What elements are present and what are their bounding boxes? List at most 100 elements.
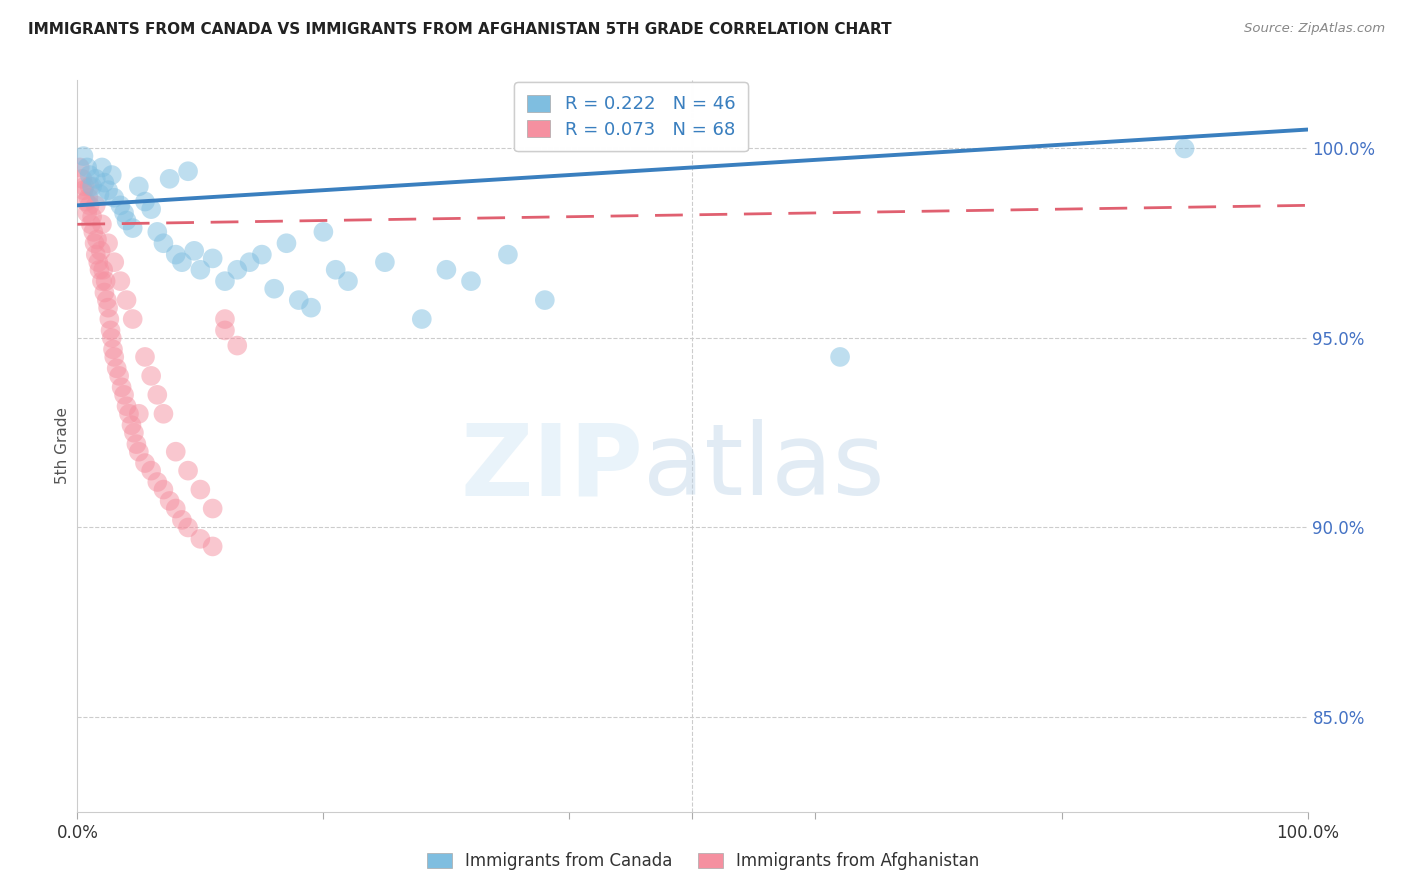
Point [115,399,138,413]
Point [90,244,112,258]
Point [105,361,128,376]
Point [214,323,236,337]
Point [201,540,224,554]
Point [411,312,433,326]
Point [128,407,150,421]
Point [110,274,132,288]
Point [134,456,156,470]
Point [103,255,125,269]
Point [103,191,125,205]
Point [436,262,458,277]
Point [177,520,200,534]
Point [374,255,396,269]
Point [460,274,482,288]
Point [141,202,163,216]
Point [82,210,104,224]
Point [96,293,118,307]
Point [115,293,138,307]
Point [89,186,111,201]
Point [83,236,105,251]
Point [79,168,101,182]
Point [121,221,143,235]
Point [276,236,298,251]
Point [170,255,193,269]
Point [152,483,174,497]
Point [263,282,285,296]
Point [76,161,98,175]
Point [239,255,262,269]
Point [111,380,132,394]
Point [86,232,108,246]
Point [226,338,249,352]
Point [90,217,114,231]
Point [165,247,187,261]
Point [159,494,181,508]
Point [115,213,138,227]
Point [141,464,163,478]
Point [337,274,360,288]
Point [128,444,150,458]
Point [188,262,212,277]
Legend: Immigrants from Canada, Immigrants from Afghanistan: Immigrants from Canada, Immigrants from … [420,846,986,877]
Point [100,323,122,337]
Point [69,161,91,175]
Point [91,262,114,277]
Point [82,179,104,194]
Point [134,350,156,364]
Point [112,206,135,220]
Point [201,252,224,266]
Point [183,244,205,258]
Point [177,164,200,178]
Point [97,183,120,197]
Point [90,161,114,175]
Point [77,191,100,205]
Point [159,171,181,186]
Point [110,198,132,212]
Point [84,171,107,186]
Point [177,464,200,478]
Point [146,388,169,402]
Point [103,350,125,364]
Point [80,217,103,231]
Point [134,194,156,209]
Point [76,206,98,220]
Point [98,312,121,326]
Point [288,293,311,307]
Point [121,312,143,326]
Point [97,236,120,251]
Point [94,274,117,288]
Point [118,407,141,421]
Point [101,343,124,357]
Point [108,368,131,383]
Point [125,437,148,451]
Text: IMMIGRANTS FROM CANADA VS IMMIGRANTS FROM AFGHANISTAN 5TH GRADE CORRELATION CHAR: IMMIGRANTS FROM CANADA VS IMMIGRANTS FRO… [28,22,891,37]
Point [188,532,212,546]
Y-axis label: 5th Grade: 5th Grade [55,408,70,484]
Point [170,513,193,527]
Point [122,425,145,440]
Point [84,198,107,212]
Point [73,179,96,194]
Point [128,179,150,194]
Text: atlas: atlas [644,419,884,516]
Point [214,312,236,326]
Point [152,407,174,421]
Point [250,247,273,261]
Point [141,368,163,383]
Point [165,501,187,516]
Point [75,194,97,209]
Text: ZIP: ZIP [460,419,644,516]
Point [121,418,143,433]
Point [146,225,169,239]
Point [87,255,110,269]
Point [72,149,94,163]
Point [1174,141,1197,155]
Point [93,285,115,300]
Point [201,501,224,516]
Point [152,236,174,251]
Point [496,247,519,261]
Point [93,176,115,190]
Text: Source: ZipAtlas.com: Source: ZipAtlas.com [1244,22,1385,36]
Point [226,262,249,277]
Point [82,225,104,239]
